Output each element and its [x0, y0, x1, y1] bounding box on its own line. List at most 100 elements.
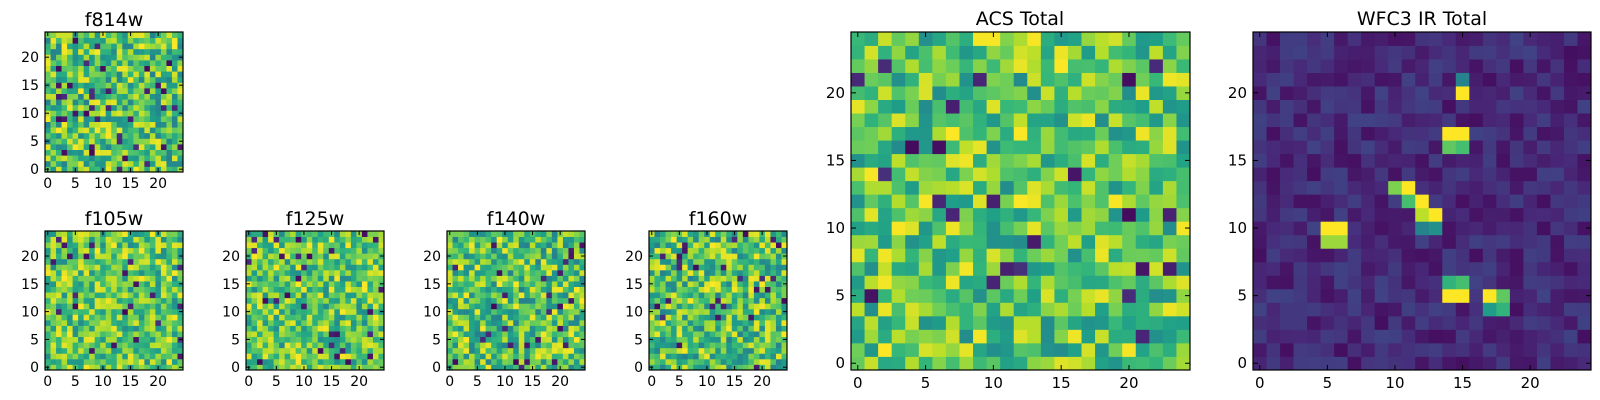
heatmap-cell [851, 180, 865, 195]
heatmap-cell [986, 153, 1001, 168]
heatmap-cell [535, 308, 542, 315]
heatmap-cell [905, 248, 920, 263]
heatmap-cell [1307, 59, 1321, 73]
heatmap-cell [50, 264, 57, 271]
heatmap-cell [1496, 45, 1511, 60]
heatmap-cell [1496, 113, 1511, 128]
heatmap-cell [116, 353, 123, 360]
heatmap-cell [1162, 59, 1177, 73]
heatmap-cell [105, 149, 112, 156]
heatmap-cell [1253, 72, 1267, 87]
heatmap-cell [1577, 167, 1592, 182]
heatmap-cell [50, 82, 57, 89]
heatmap-cell [1401, 288, 1416, 303]
heatmap-cell [100, 76, 107, 83]
heatmap-cell [704, 236, 711, 243]
heatmap-cell [1442, 248, 1457, 263]
heatmap-cell [1536, 207, 1551, 222]
heatmap-cell [89, 104, 96, 111]
heatmap-cell [1013, 329, 1028, 344]
heatmap-cell [764, 258, 771, 265]
heatmap-cell [339, 364, 346, 371]
heatmap-cell [1401, 72, 1416, 87]
heatmap-cell [513, 303, 520, 310]
heatmap-cell [447, 292, 453, 299]
heatmap-cell [715, 358, 722, 365]
heatmap-cell [1455, 315, 1470, 330]
heatmap-cell [356, 331, 363, 338]
heatmap-cell [144, 37, 151, 44]
heatmap-cell [891, 45, 906, 60]
heatmap-cell [72, 353, 79, 360]
heatmap-cell [144, 303, 151, 310]
heatmap-cell [251, 336, 258, 343]
heatmap-cell [111, 121, 118, 128]
heatmap-cell [551, 364, 558, 371]
heatmap-cell [1442, 221, 1457, 236]
heatmap-cell [513, 342, 520, 349]
heatmap-cell [469, 358, 475, 365]
heatmap-cell [105, 342, 112, 349]
heatmap-cell [480, 319, 487, 326]
heatmap-cell [378, 342, 385, 349]
heatmap-cell [502, 236, 509, 243]
heatmap-cell [878, 261, 893, 276]
heatmap-cell [122, 149, 129, 156]
heatmap-cell [775, 292, 782, 299]
y-tick-label: 10 [21, 106, 39, 122]
heatmap-cell [45, 353, 51, 360]
heatmap-cell [864, 329, 879, 344]
heatmap-cell [557, 292, 564, 299]
heatmap-cell [56, 116, 62, 122]
heatmap-cell [546, 258, 553, 265]
heatmap-cell [111, 104, 118, 111]
heatmap-cell [1122, 167, 1137, 182]
heatmap-cell [166, 48, 173, 55]
heatmap-cell [100, 342, 107, 349]
heatmap-cell [1361, 221, 1376, 236]
heatmap-cell [133, 149, 140, 156]
heatmap-cell [1135, 140, 1150, 155]
heatmap-cell [111, 127, 118, 134]
heatmap-cell [1307, 275, 1321, 290]
heatmap-cell [367, 336, 374, 343]
heatmap-cell [45, 71, 51, 78]
heatmap-cell [1054, 86, 1069, 100]
heatmap-cell [1523, 32, 1538, 46]
heatmap-cell [918, 275, 933, 290]
heatmap-cell [671, 347, 677, 354]
heatmap-cell [323, 242, 330, 249]
heatmap-cell [83, 43, 90, 50]
heatmap-cell [932, 261, 947, 276]
heatmap-cell [323, 319, 330, 326]
heatmap-cell [1149, 315, 1164, 330]
heatmap-cell [1027, 194, 1042, 209]
heatmap-cell [932, 59, 947, 73]
heatmap-cell [1334, 207, 1349, 222]
heatmap-cell [731, 353, 738, 360]
heatmap-cell [111, 242, 118, 249]
heatmap-cell [155, 286, 162, 293]
heatmap-cell [45, 342, 51, 349]
heatmap-cell [891, 140, 906, 155]
heatmap-cell [1536, 329, 1551, 344]
heatmap-cell [693, 331, 700, 338]
heatmap-cell [1122, 59, 1137, 73]
heatmap-cell [144, 231, 151, 237]
heatmap-cell [1122, 113, 1137, 128]
heatmap-cell [155, 144, 162, 150]
heatmap-cell [105, 32, 112, 38]
heatmap-cell [709, 325, 716, 332]
heatmap-cell [83, 364, 90, 371]
heatmap-cell [378, 297, 385, 304]
heatmap-cell [328, 353, 335, 360]
heatmap-cell [295, 292, 302, 299]
heatmap-cell [932, 72, 947, 87]
heatmap-cell [127, 275, 134, 282]
heatmap-cell [1550, 113, 1565, 128]
heatmap-cell [748, 297, 755, 304]
heatmap-cell [116, 65, 123, 72]
heatmap-cell [1496, 140, 1511, 155]
heatmap-cell [654, 292, 661, 299]
heatmap-cell [328, 336, 335, 343]
